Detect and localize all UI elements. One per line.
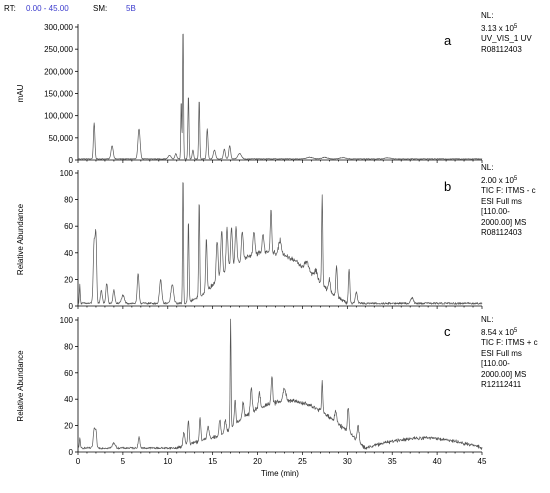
panel-c-nl-value: 8.54 x 105	[481, 327, 518, 337]
panel-b-info-line: TIC F: ITMS - c	[481, 186, 536, 195]
panel-b-info-line: [110.00-	[481, 207, 510, 216]
panel-b-y-tick-label: 60	[64, 222, 73, 231]
panel-a-info-line: UV_VIS_1 UV	[481, 34, 532, 43]
panel-c-x-tick-label: 15	[208, 457, 217, 466]
panel-a-y-tick-label: 50,000	[49, 134, 74, 143]
panel-c-y-axis-label: Relative Abundance	[16, 350, 25, 422]
panel-c-info-line: ESI Full ms	[481, 348, 522, 358]
panel-a-trace	[77, 33, 483, 160]
panel-a-nl-label: NL:	[481, 11, 494, 20]
panel-c-x-tick-label: 0	[76, 457, 81, 466]
panel-b-info-line: 2000.00] MS	[481, 217, 527, 227]
panel-b-info-line: ESI Full ms	[481, 196, 522, 206]
panel-b-trace	[77, 182, 483, 305]
panel-a-letter: a	[444, 33, 452, 48]
panel-a-nl-value: 3.13 x 105	[481, 23, 518, 33]
panel-c-info-line: 2000.00] MS	[481, 369, 527, 379]
sm-label: SM:	[93, 4, 108, 13]
panel-b-info: NL: 2.00 x 105 TIC F: ITMS - c ESI Full …	[481, 163, 536, 239]
panel-c-x-tick-label: 5	[121, 457, 126, 466]
panel-a-y-tick-label: 300,000	[44, 23, 73, 32]
panel-a-info-line: R08112403	[481, 44, 522, 54]
panel-a-y-tick-label: 200,000	[44, 67, 73, 76]
panel-b-nl-value: 2.00 x 105	[481, 175, 518, 185]
panel-c-y-tick-label: 100	[60, 316, 74, 325]
panel-c-info-line: TIC F: ITMS + c	[481, 338, 538, 347]
sm-value: 5B	[126, 4, 136, 13]
panel-c-x-tick-label: 45	[478, 457, 487, 466]
rt-range-value: 0.00 - 45.00	[26, 4, 69, 13]
panel-c-x-tick-label: 40	[433, 457, 442, 466]
panel-a-y-tick-label: 0	[69, 156, 74, 165]
panel-c-x-tick-label: 30	[343, 457, 352, 466]
panel-b-nl-label: NL:	[481, 163, 494, 172]
panel-c-info-line: R12112411	[481, 380, 522, 389]
x-axis-label: Time (min)	[261, 469, 299, 478]
panel-c-nl-label: NL:	[481, 315, 494, 324]
panel-c-y-tick-label: 0	[69, 448, 74, 457]
panel-c-x-tick-label: 10	[163, 457, 172, 466]
panel-a-y-tick-label: 150,000	[44, 90, 73, 99]
panel-a-y-tick-label: 250,000	[44, 45, 73, 54]
panel-b-y-axis-label: Relative Abundance	[16, 203, 25, 275]
rt-label: RT:	[4, 4, 16, 13]
panel-c-y-tick-label: 60	[64, 369, 73, 378]
panel-a-y-axis-label: mAU	[16, 84, 25, 102]
panel-c-x-tick-label: 25	[298, 457, 307, 466]
panel-c-y-tick-label: 20	[64, 422, 73, 431]
panel-c-y-tick-label: 80	[64, 342, 73, 351]
panel-c-x-tick-label: 20	[253, 457, 262, 466]
panel-b-letter: b	[444, 179, 452, 194]
panel-b-y-tick-label: 100	[60, 169, 74, 178]
panel-c-info: NL: 8.54 x 105 TIC F: ITMS + c ESI Full …	[481, 315, 538, 391]
panel-c-trace	[77, 318, 483, 450]
panel-c-info-line: [110.00-	[481, 359, 510, 368]
panel-b-y-tick-label: 0	[69, 302, 74, 311]
panel-b-y-tick-label: 80	[64, 196, 73, 205]
panel-c-x-tick-label: 35	[388, 457, 397, 466]
panel-c-letter: c	[444, 324, 451, 339]
panel-b-y-tick-label: 20	[64, 275, 73, 284]
panel-b-y-tick-label: 40	[64, 249, 73, 258]
panel-a-y-tick-label: 100,000	[44, 112, 73, 121]
panel-a-info: NL: 3.13 x 105 UV_VIS_1 UV R08112403	[481, 11, 532, 55]
panel-c-y-tick-label: 40	[64, 395, 73, 404]
panel-b-info-line: R08112403	[481, 228, 522, 237]
